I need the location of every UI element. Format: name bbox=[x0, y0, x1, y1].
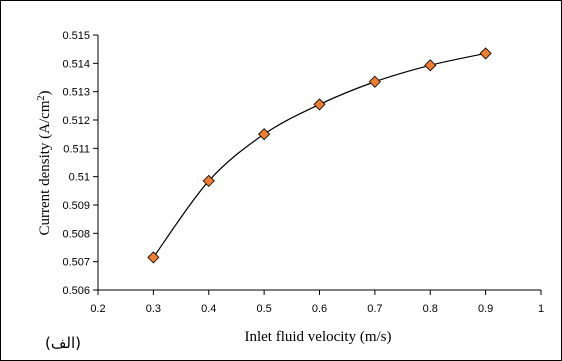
y-tick-label: 0.514 bbox=[62, 58, 90, 70]
x-tick-label: 0.4 bbox=[201, 303, 216, 315]
y-tick-label: 0.509 bbox=[62, 200, 90, 212]
y-axis-title-superscript: 2 bbox=[36, 96, 47, 101]
y-tick-label: 0.515 bbox=[62, 30, 90, 42]
plot-area: 0.5060.5070.5080.5090.510.5110.5120.5130… bbox=[62, 30, 544, 315]
data-point-marker bbox=[424, 59, 437, 72]
series-line bbox=[152, 52, 486, 258]
y-axis-title-close: ) bbox=[37, 91, 53, 96]
x-tick-label: 0.6 bbox=[312, 303, 327, 315]
y-tick-label: 0.506 bbox=[62, 285, 90, 297]
data-point-marker bbox=[313, 98, 326, 111]
data-point-marker bbox=[147, 251, 160, 264]
x-axis-title: Inlet fluid velocity (m/s) bbox=[244, 329, 391, 345]
x-tick-label: 0.7 bbox=[367, 303, 382, 315]
y-tick-label: 0.508 bbox=[62, 228, 90, 240]
data-point-marker bbox=[479, 47, 492, 60]
y-tick-label: 0.507 bbox=[62, 257, 90, 269]
y-tick-label: 0.511 bbox=[63, 143, 90, 155]
x-tick-label: 0.8 bbox=[423, 303, 438, 315]
x-tick-label: 0.2 bbox=[90, 303, 105, 315]
y-tick-label: 0.513 bbox=[62, 87, 90, 99]
panel-label: (الف) bbox=[45, 334, 81, 352]
x-tick-label: 0.3 bbox=[146, 303, 161, 315]
x-tick-label: 1 bbox=[538, 303, 544, 315]
y-axis-title: Current density (A/cm2) bbox=[36, 91, 54, 236]
svg-text:Current density (A/cm2): Current density (A/cm2) bbox=[36, 91, 54, 236]
data-point-marker bbox=[368, 75, 381, 88]
y-tick-label: 0.512 bbox=[62, 115, 90, 127]
y-axis-title-main: Current density (A/cm bbox=[37, 100, 53, 235]
y-tick-label: 0.51 bbox=[69, 172, 90, 184]
x-tick-label: 0.5 bbox=[256, 303, 271, 315]
x-tick-label: 0.9 bbox=[478, 303, 493, 315]
data-point-marker bbox=[202, 174, 215, 187]
data-point-marker bbox=[258, 128, 271, 141]
